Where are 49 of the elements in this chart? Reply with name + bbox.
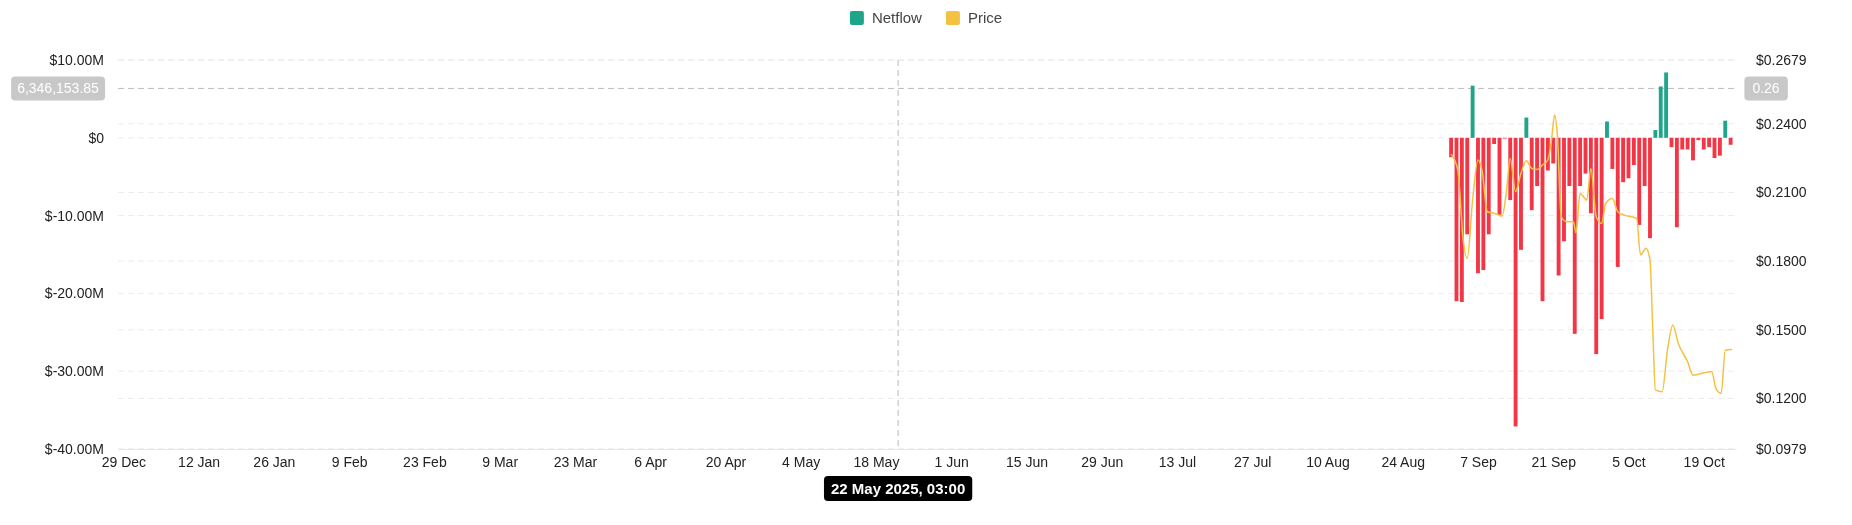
y-tick-label: $-30.00M <box>44 363 104 380</box>
bar <box>1653 130 1658 138</box>
x-tick-label: 6 Apr <box>634 453 668 470</box>
bar <box>1599 137 1604 320</box>
y2-tick-label: $0.0979 <box>1756 440 1807 457</box>
y2-tick-label: $0.1500 <box>1756 321 1807 338</box>
bar <box>1605 121 1609 138</box>
bar <box>1524 117 1529 138</box>
bar <box>1610 137 1615 169</box>
x-tick-label: 4 May <box>782 453 821 470</box>
y-tick-label: $-20.00M <box>44 285 104 302</box>
legend-label: Price <box>967 9 1003 26</box>
x-tick-label: 27 Jul <box>1234 453 1272 470</box>
x-tick-label: 13 Jul <box>1158 453 1197 470</box>
y2-tick-label: $0.2100 <box>1756 184 1807 201</box>
x-tick-label: 24 Aug <box>1381 453 1426 470</box>
bar <box>1449 137 1454 158</box>
y-tick-label: $-10.00M <box>44 207 104 224</box>
x-tick-label: 21 Sep <box>1531 453 1577 470</box>
x-tick-label: 1 Jun <box>934 453 969 470</box>
y-tick-label: $10.00M <box>49 51 104 68</box>
bar <box>1717 137 1722 156</box>
y2-tick-label: $0.2679 <box>1756 51 1807 68</box>
x-tick-label: 15 Jun <box>1005 453 1048 470</box>
x-tick-label: 29 Dec <box>101 453 147 470</box>
bar <box>1728 137 1733 145</box>
ref-line-label: 22 May 2025, 03:00 <box>830 480 966 497</box>
x-tick-label: 29 Jun <box>1081 453 1124 470</box>
x-tick-label: 20 Apr <box>705 453 747 470</box>
y-tick-label: $-40.00M <box>44 440 104 457</box>
x-tick-label: 26 Jan <box>253 453 296 470</box>
x-tick-label: 23 Mar <box>553 453 598 470</box>
x-tick-label: 9 Feb <box>331 453 368 470</box>
x-tick-label: 7 Sep <box>1460 453 1497 470</box>
x-tick-label: 18 May <box>853 453 900 470</box>
x-tick-label: 23 Feb <box>403 453 447 470</box>
x-tick-label: 5 Oct <box>1612 453 1646 470</box>
x-tick-label: 19 Oct <box>1683 453 1725 470</box>
y2-tick-label: $0.2400 <box>1756 115 1807 132</box>
x-tick-label: 10 Aug <box>1306 453 1350 470</box>
x-tick-label: 9 Mar <box>482 453 519 470</box>
y-tick-label: $0 <box>88 129 105 146</box>
bar <box>1723 120 1728 138</box>
y2-tick-label: $0.1800 <box>1756 253 1807 270</box>
line-series <box>1450 114 1733 395</box>
legend-label: Netflow <box>871 9 923 26</box>
y2-tick-label: $0.1200 <box>1756 390 1807 407</box>
x-tick-label: 12 Jan <box>178 453 221 470</box>
bar <box>1470 85 1475 138</box>
